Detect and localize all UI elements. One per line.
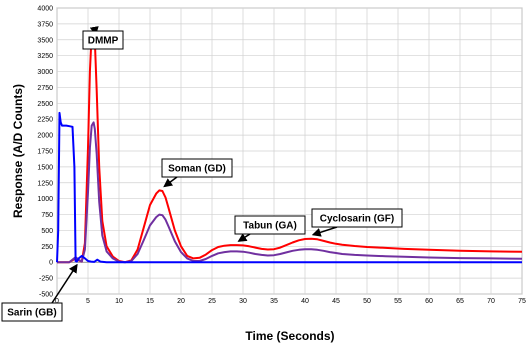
x-tick-label: 10 xyxy=(115,298,123,305)
annotation-box xyxy=(82,30,124,50)
x-axis-title: Time (Seconds) xyxy=(245,329,334,343)
x-tick-label: 20 xyxy=(177,298,185,305)
y-tick-label: 750 xyxy=(41,212,53,219)
y-tick-label: 500 xyxy=(41,228,53,235)
annotation-arrow xyxy=(237,233,251,242)
y-tick-label: 2250 xyxy=(37,117,53,124)
y-tick-label: 1500 xyxy=(37,164,53,171)
x-tick-label: 60 xyxy=(425,298,433,305)
x-tick-label: 5 xyxy=(86,298,90,305)
y-tick-label: -500 xyxy=(39,292,53,299)
y-tick-label: 1250 xyxy=(37,180,53,187)
y-tick-label: 2500 xyxy=(37,101,53,108)
y-tick-label: 2000 xyxy=(37,133,53,140)
x-tick-label: 30 xyxy=(239,298,247,305)
y-tick-label: 3750 xyxy=(37,21,53,28)
annotation-label: Cyclosarin (GF) xyxy=(320,214,394,225)
series-lines xyxy=(56,29,523,264)
annotation-arrow xyxy=(163,176,178,188)
annotation-label: DMMP xyxy=(88,36,119,47)
y-tick-label: 1750 xyxy=(37,149,53,156)
x-tick-label: 35 xyxy=(270,298,278,305)
x-tick-label: 55 xyxy=(394,298,402,305)
y-tick-label: 4000 xyxy=(37,6,53,13)
y-tick-label: 0 xyxy=(49,260,53,267)
annotation-box xyxy=(234,215,306,235)
y-tick-label: 250 xyxy=(41,244,53,251)
x-tick-label: 75 xyxy=(518,298,526,305)
y-tick-label: 3500 xyxy=(37,37,53,44)
x-tick-label: 70 xyxy=(487,298,495,305)
annotation-arrow xyxy=(51,263,78,304)
peak-annotations: DMMP Soman (GD) Tabun (GA) Cyclosarin (GF) S… xyxy=(1,26,403,322)
x-tick-label: 50 xyxy=(363,298,371,305)
y-axis-title: Response (A/D Counts) xyxy=(11,84,25,218)
x-tick-label: 0 xyxy=(55,298,59,305)
x-tick-label: 45 xyxy=(332,298,340,305)
y-tick-label: -250 xyxy=(39,276,53,283)
grid xyxy=(56,7,523,295)
annotation-label: Soman (GD) xyxy=(168,164,226,175)
y-tick-label: 2750 xyxy=(37,85,53,92)
x-tick-label: 15 xyxy=(146,298,154,305)
annotation-box xyxy=(161,158,233,178)
x-tick-label: 65 xyxy=(456,298,464,305)
annotation-label: Sarin (GB) xyxy=(7,308,56,319)
y-tick-label: 1000 xyxy=(37,196,53,203)
y-tick-label: 3000 xyxy=(37,69,53,76)
annotation-box xyxy=(1,302,63,322)
x-tick-label: 40 xyxy=(301,298,309,305)
annotation-label: Tabun (GA) xyxy=(243,221,297,232)
red-trace xyxy=(57,29,523,264)
purple-trace xyxy=(57,121,523,264)
annotation-arrow xyxy=(311,226,338,237)
axis-ticks: -500-25002505007501000125015001750200022… xyxy=(37,6,526,306)
annotation-box xyxy=(311,208,403,228)
y-tick-label: 3250 xyxy=(37,53,53,60)
blue-trace xyxy=(56,111,522,264)
x-tick-label: 25 xyxy=(208,298,216,305)
